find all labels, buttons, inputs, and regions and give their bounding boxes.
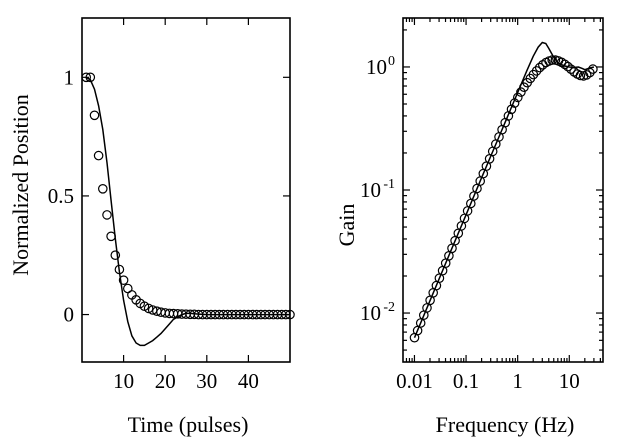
model-curve [85, 76, 290, 347]
y-tick-exponent: -2 [383, 300, 395, 315]
plot-frame [402, 17, 604, 363]
x-tick-label: 1 [512, 369, 523, 393]
y-axis-label-time: Normalized Position [8, 94, 33, 275]
frequency-response-chart: Gain Frequency (Hz) 0.01 0.1 1 1010-210-110… [334, 17, 604, 437]
data-point [285, 309, 295, 320]
x-tick-label: 30 [196, 369, 217, 393]
data-point [566, 64, 576, 74]
data-point [143, 303, 154, 314]
y-tick-label: 10 [360, 178, 381, 202]
y-tick-label: 1 [64, 65, 75, 89]
data-point [516, 87, 526, 97]
data-point [575, 70, 586, 81]
model-curve [413, 41, 595, 338]
data-point [559, 59, 570, 70]
y-axis-label-gain: Gain [334, 204, 359, 247]
x-axis-label-time: Time (pulses) [128, 412, 249, 437]
data-point [85, 72, 96, 83]
y-tick-label: 10 [360, 301, 381, 325]
data-point [506, 104, 517, 115]
x-tick-label: 40 [238, 369, 259, 393]
x-tick-label: 0.01 [396, 369, 433, 393]
data-point [102, 210, 112, 220]
x-tick-label: 0.1 [453, 369, 479, 393]
data-point [93, 150, 104, 161]
data-point [98, 184, 108, 194]
x-axis-label-frequency: Frequency (Hz) [436, 412, 575, 437]
x-tick-label: 20 [155, 369, 176, 393]
data-point [118, 275, 129, 285]
plot-frame [81, 17, 291, 363]
data-point [588, 64, 598, 74]
data-point [89, 110, 100, 121]
time-response-chart: Normalized Position Time (pulses) 10 20 30… [8, 17, 295, 437]
x-tick-label: 10 [113, 369, 134, 393]
data-point [563, 61, 573, 72]
data-point [547, 55, 557, 65]
y-tick-exponent: -1 [383, 177, 395, 192]
data-point [280, 309, 291, 320]
y-tick-label: 10 [366, 55, 387, 79]
data-point [581, 70, 592, 80]
y-tick-label: 0 [64, 303, 75, 327]
y-tick-exponent: 0 [388, 54, 395, 69]
data-point [114, 264, 125, 275]
data-point [512, 92, 523, 103]
data-point [110, 250, 121, 260]
data-point [534, 62, 545, 73]
y-tick-label: 0.5 [48, 184, 74, 208]
x-tick-label: 10 [559, 369, 580, 393]
data-point [81, 72, 91, 83]
data-point [106, 231, 116, 242]
data-point [509, 98, 520, 108]
data-point [531, 66, 542, 76]
